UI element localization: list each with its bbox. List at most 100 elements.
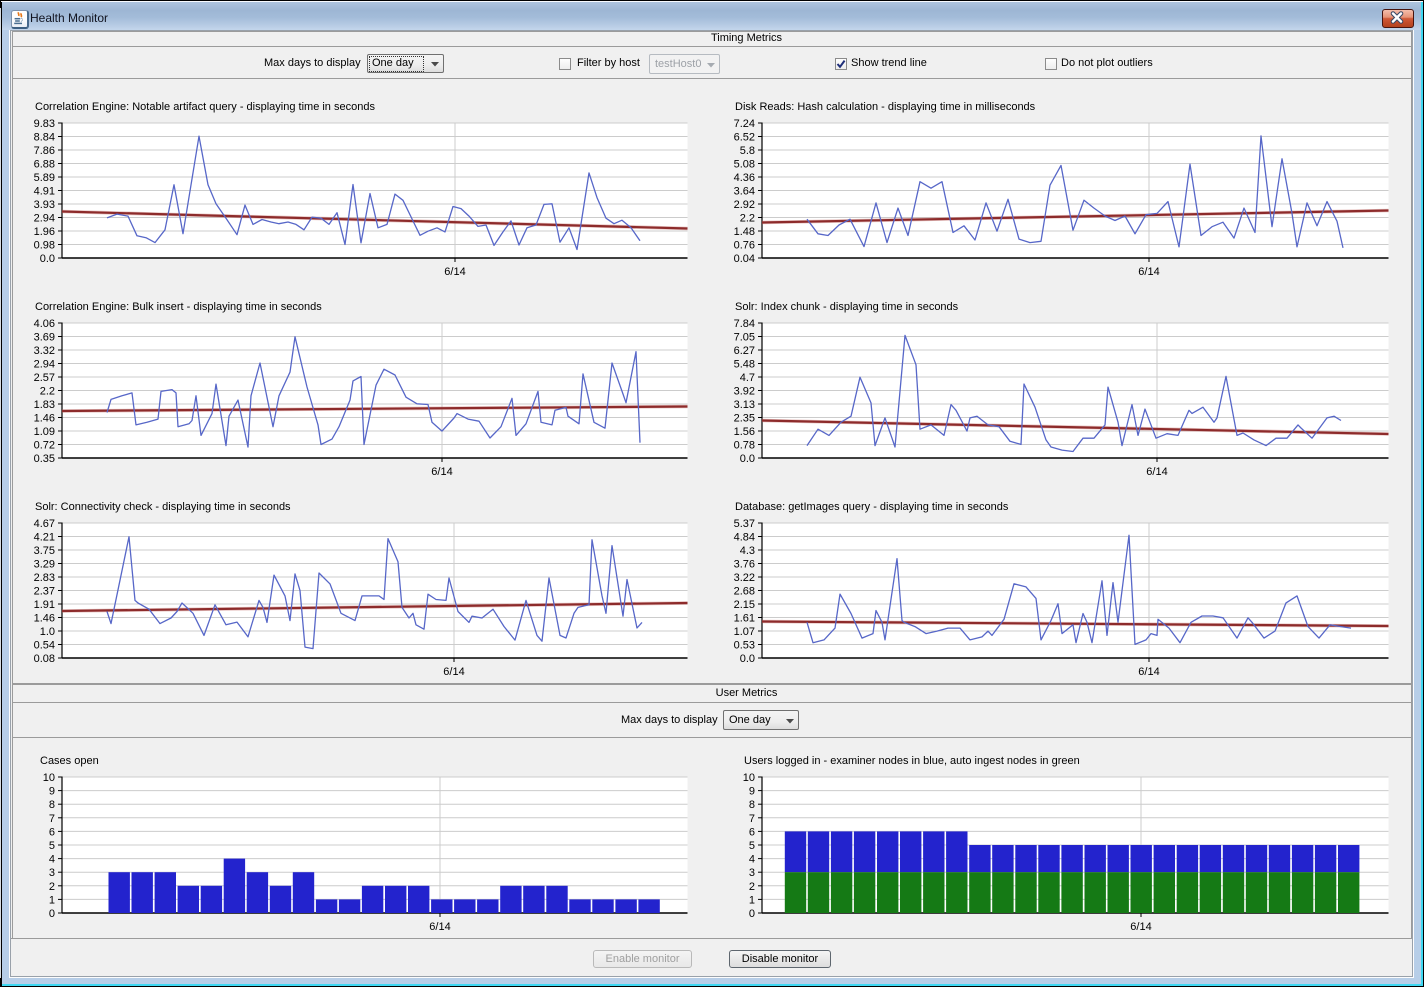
- svg-text:4.36: 4.36: [734, 172, 755, 184]
- svg-text:5.89: 5.89: [34, 172, 55, 184]
- svg-text:4.67: 4.67: [34, 518, 55, 530]
- svg-text:3.32: 3.32: [34, 345, 55, 357]
- svg-text:2.94: 2.94: [34, 213, 55, 225]
- svg-text:7.24: 7.24: [734, 118, 755, 130]
- svg-text:7: 7: [49, 813, 55, 825]
- svg-text:7.05: 7.05: [734, 332, 755, 344]
- svg-text:3: 3: [49, 867, 55, 879]
- svg-text:6/14: 6/14: [444, 266, 465, 278]
- svg-text:Users logged in - examiner nod: Users logged in - examiner nodes in blue…: [744, 755, 1080, 767]
- svg-text:4.84: 4.84: [734, 532, 755, 544]
- svg-text:Disk Reads: Hash calculation -: Disk Reads: Hash calculation - displayin…: [735, 101, 1036, 113]
- svg-text:3.92: 3.92: [734, 386, 755, 398]
- svg-text:3.93: 3.93: [34, 199, 55, 211]
- svg-text:0.04: 0.04: [734, 253, 755, 265]
- svg-text:6.88: 6.88: [34, 159, 55, 171]
- svg-text:0.54: 0.54: [34, 640, 55, 652]
- svg-text:0.72: 0.72: [34, 440, 55, 452]
- svg-text:2.83: 2.83: [34, 572, 55, 584]
- svg-text:0.0: 0.0: [740, 453, 755, 465]
- svg-text:1.83: 1.83: [34, 399, 55, 411]
- svg-text:0.76: 0.76: [734, 240, 755, 252]
- svg-text:4.21: 4.21: [34, 532, 55, 544]
- svg-text:9.83: 9.83: [34, 118, 55, 130]
- svg-text:Solr: Index chunk - displaying: Solr: Index chunk - displaying time in s…: [735, 301, 959, 313]
- svg-text:5: 5: [49, 840, 55, 852]
- svg-text:2.68: 2.68: [734, 586, 755, 598]
- svg-text:1: 1: [749, 894, 755, 906]
- svg-text:2.37: 2.37: [34, 586, 55, 598]
- svg-text:3.75: 3.75: [34, 545, 55, 557]
- svg-text:5.8: 5.8: [740, 145, 755, 157]
- svg-text:0: 0: [49, 908, 55, 920]
- svg-text:3.22: 3.22: [734, 572, 755, 584]
- svg-text:7.86: 7.86: [34, 145, 55, 157]
- svg-text:8.84: 8.84: [34, 132, 55, 144]
- svg-text:3.13: 3.13: [734, 399, 755, 411]
- svg-text:2: 2: [49, 881, 55, 893]
- svg-text:3.64: 3.64: [734, 186, 755, 198]
- svg-text:Correlation Engine: Notable ar: Correlation Engine: Notable artifact que…: [35, 101, 375, 113]
- svg-text:4.7: 4.7: [740, 372, 755, 384]
- svg-text:6: 6: [49, 826, 55, 838]
- svg-text:0.98: 0.98: [34, 240, 55, 252]
- svg-text:4.06: 4.06: [34, 318, 55, 330]
- svg-text:7: 7: [749, 813, 755, 825]
- svg-text:3.29: 3.29: [34, 559, 55, 571]
- svg-text:0.0: 0.0: [740, 653, 755, 665]
- svg-text:1.91: 1.91: [34, 599, 55, 611]
- svg-text:4.91: 4.91: [34, 186, 55, 198]
- svg-text:8: 8: [49, 799, 55, 811]
- svg-text:6/14: 6/14: [1138, 266, 1159, 278]
- svg-text:4: 4: [749, 854, 755, 866]
- svg-text:6: 6: [749, 826, 755, 838]
- svg-text:Correlation Engine: Bulk inser: Correlation Engine: Bulk insert - displa…: [35, 301, 322, 313]
- svg-text:3: 3: [749, 867, 755, 879]
- svg-text:5: 5: [749, 840, 755, 852]
- svg-text:2.2: 2.2: [740, 213, 755, 225]
- svg-text:6/14: 6/14: [1130, 921, 1151, 933]
- svg-text:6/14: 6/14: [431, 466, 452, 478]
- svg-text:0.08: 0.08: [34, 653, 55, 665]
- svg-text:2: 2: [749, 881, 755, 893]
- svg-text:Cases open: Cases open: [40, 755, 99, 767]
- svg-text:4: 4: [49, 854, 55, 866]
- svg-text:0.0: 0.0: [40, 253, 55, 265]
- svg-text:0.53: 0.53: [734, 640, 755, 652]
- svg-text:9: 9: [49, 786, 55, 798]
- svg-text:1.09: 1.09: [34, 426, 55, 438]
- svg-text:5.37: 5.37: [734, 518, 755, 530]
- svg-text:7.84: 7.84: [734, 318, 755, 330]
- svg-text:2.2: 2.2: [40, 386, 55, 398]
- svg-text:1.48: 1.48: [734, 226, 755, 238]
- svg-text:6.52: 6.52: [734, 132, 755, 144]
- svg-text:2.92: 2.92: [734, 199, 755, 211]
- svg-text:10: 10: [743, 772, 755, 784]
- svg-text:1.96: 1.96: [34, 226, 55, 238]
- svg-text:1: 1: [49, 894, 55, 906]
- svg-text:Database: getImages query - di: Database: getImages query - displaying t…: [735, 501, 1009, 513]
- svg-text:6.27: 6.27: [734, 345, 755, 357]
- svg-text:10: 10: [43, 772, 55, 784]
- svg-text:5.08: 5.08: [734, 159, 755, 171]
- svg-text:1.61: 1.61: [734, 613, 755, 625]
- svg-text:0: 0: [749, 908, 755, 920]
- svg-text:1.46: 1.46: [34, 413, 55, 425]
- svg-text:8: 8: [749, 799, 755, 811]
- svg-text:1.0: 1.0: [40, 626, 55, 638]
- svg-text:6/14: 6/14: [1146, 466, 1167, 478]
- svg-text:2.35: 2.35: [734, 413, 755, 425]
- svg-text:1.07: 1.07: [734, 626, 755, 638]
- svg-text:5.48: 5.48: [734, 359, 755, 371]
- svg-text:Solr: Connectivity check - dis: Solr: Connectivity check - displaying ti…: [35, 501, 291, 513]
- svg-text:6/14: 6/14: [429, 921, 450, 933]
- svg-text:2.94: 2.94: [34, 359, 55, 371]
- svg-text:3.76: 3.76: [734, 559, 755, 571]
- svg-text:3.69: 3.69: [34, 332, 55, 344]
- svg-text:0.35: 0.35: [34, 453, 55, 465]
- svg-text:9: 9: [749, 786, 755, 798]
- svg-text:0.78: 0.78: [734, 440, 755, 452]
- svg-text:4.3: 4.3: [740, 545, 755, 557]
- svg-text:2.15: 2.15: [734, 599, 755, 611]
- svg-text:1.56: 1.56: [734, 426, 755, 438]
